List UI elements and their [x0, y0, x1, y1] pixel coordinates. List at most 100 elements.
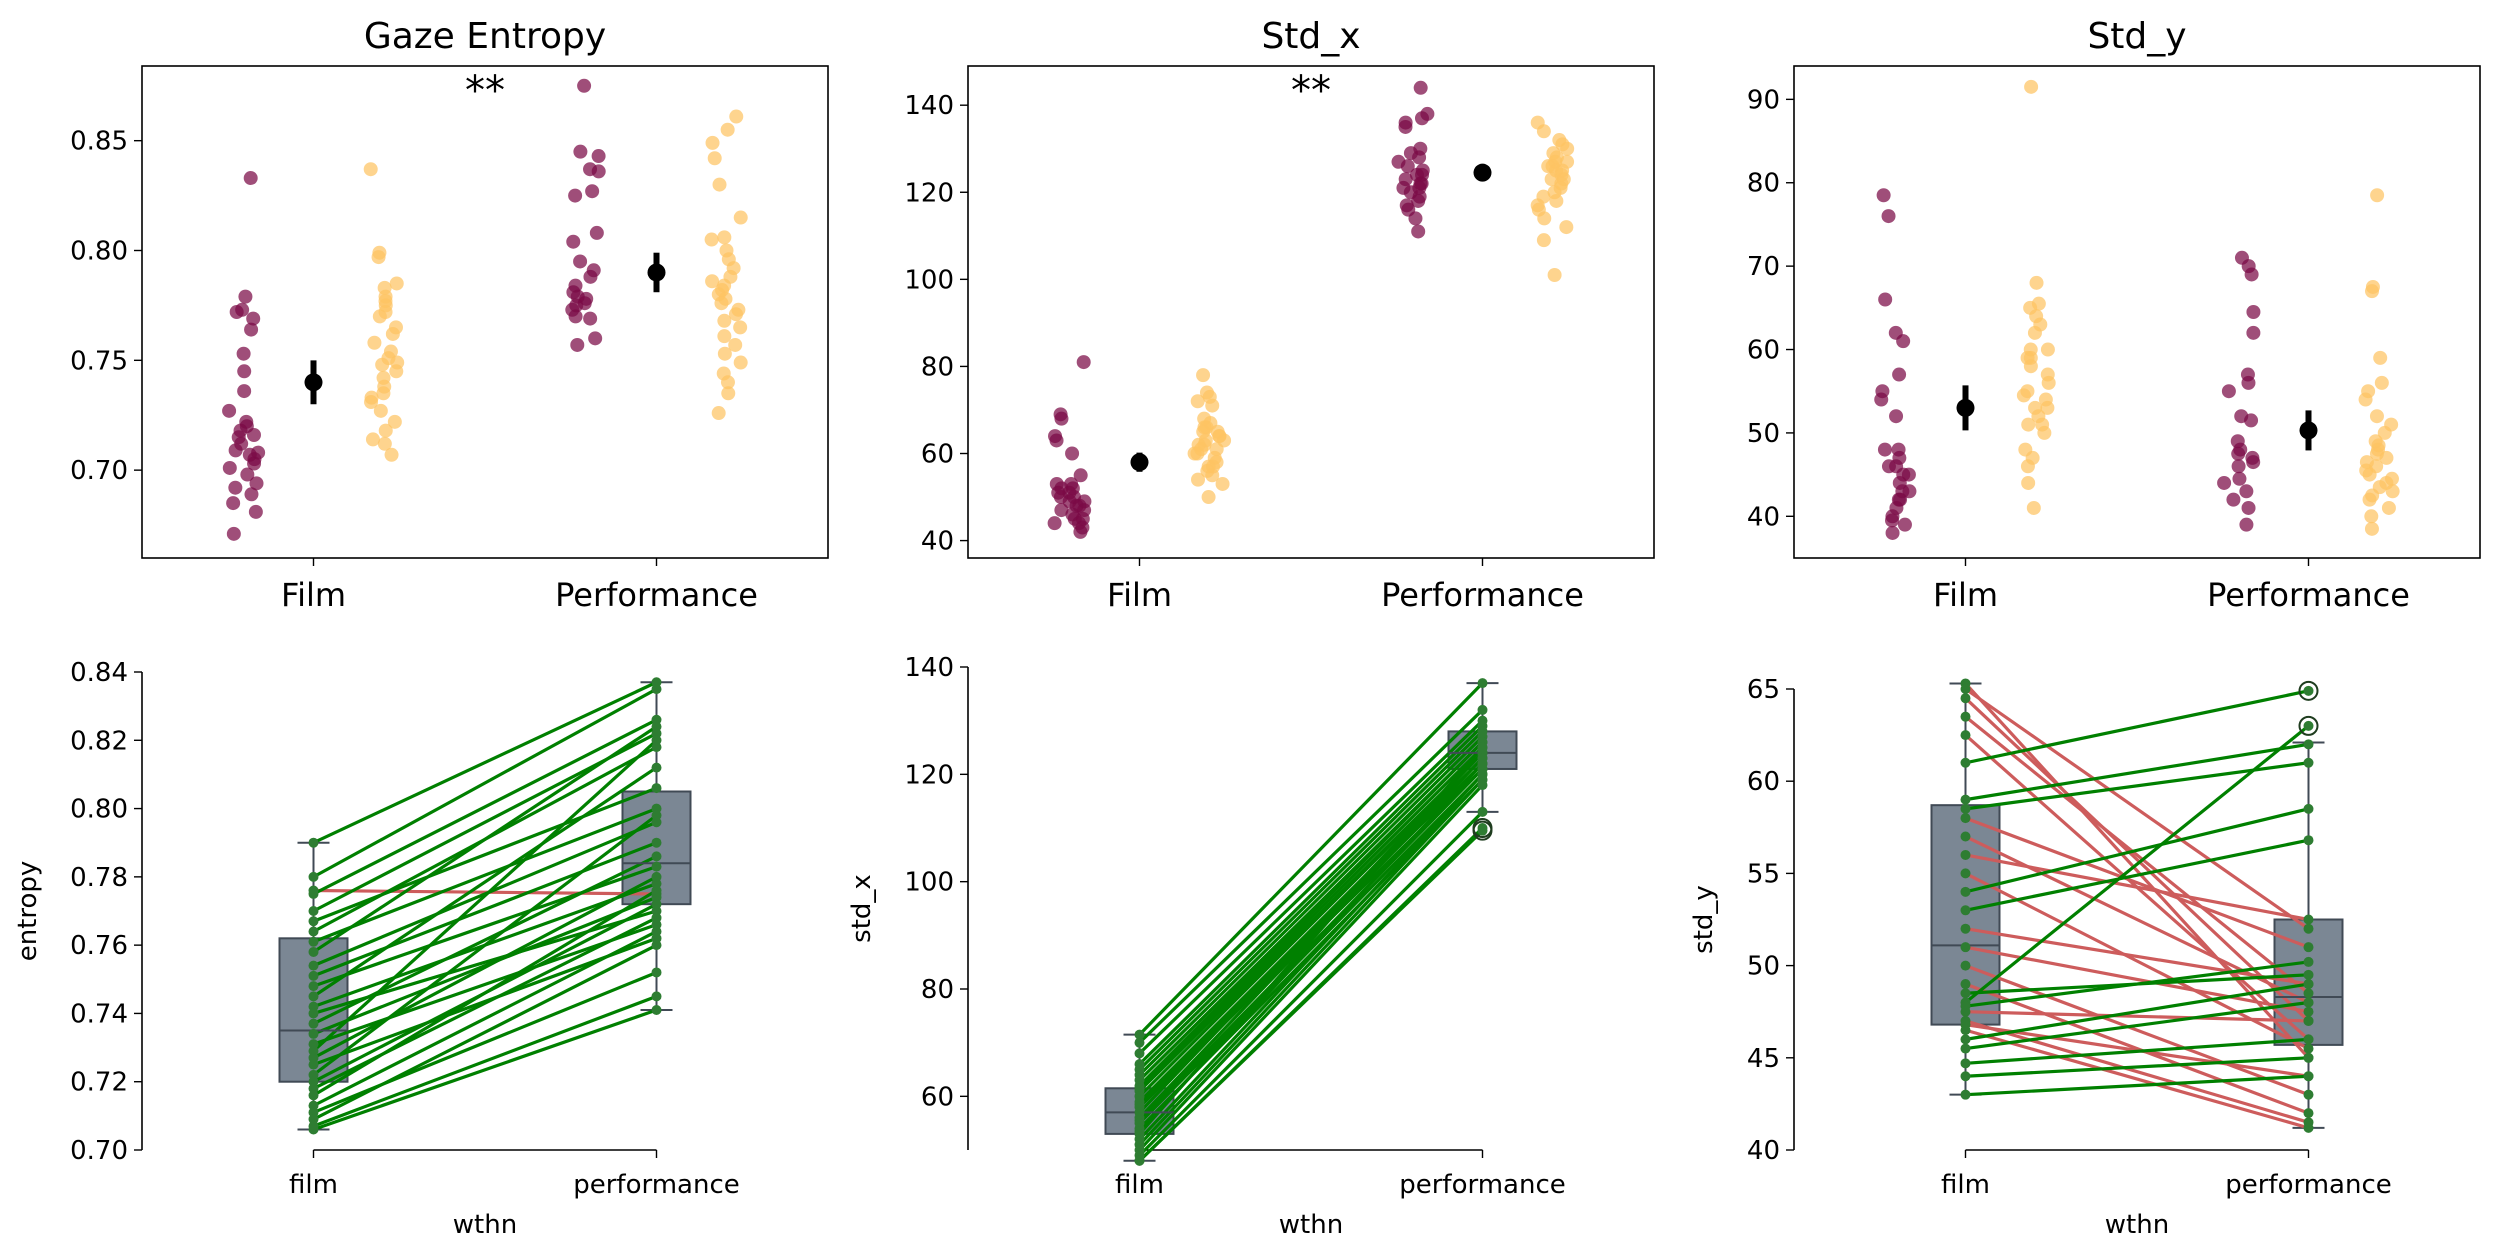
data-point — [1412, 150, 1427, 165]
data-point — [2369, 409, 2384, 424]
data-point — [1414, 111, 1429, 126]
outlier-marker — [2298, 715, 2319, 736]
paired-point — [1134, 1048, 1145, 1059]
data-point — [246, 428, 261, 442]
paired-point — [2303, 685, 2314, 696]
paired-line-decrease — [1964, 964, 2310, 1097]
data-point — [1054, 503, 1069, 518]
paired-point — [1960, 813, 1971, 824]
data-point — [240, 467, 255, 482]
data-point — [367, 335, 382, 350]
paired-point — [2303, 1071, 2314, 1082]
data-point — [1196, 368, 1211, 383]
plot-frame — [141, 65, 829, 559]
data-point — [228, 480, 243, 495]
data-point — [2358, 392, 2373, 407]
x-axis-label: wthn — [453, 1210, 517, 1240]
y-tick-label: 0.76 — [70, 931, 128, 961]
data-point — [2241, 375, 2256, 390]
paired-point — [1960, 942, 1971, 953]
data-point — [712, 177, 727, 192]
data-point — [1047, 516, 1062, 531]
paired-point — [1960, 1043, 1971, 1054]
paired-point — [651, 762, 662, 773]
data-point — [720, 122, 735, 137]
paired-point — [1960, 803, 1971, 814]
paired-point — [651, 912, 662, 923]
paired-point — [2303, 1089, 2314, 1100]
paired-point — [1960, 684, 1971, 694]
data-point — [705, 274, 720, 289]
data-point — [1411, 224, 1426, 239]
data-point — [244, 487, 259, 502]
paired-point — [308, 916, 319, 927]
paired-line-increase — [1138, 708, 1484, 1044]
data-point — [1398, 119, 1413, 134]
paired-line-increase — [1965, 982, 2309, 1041]
data-point — [1187, 446, 1202, 461]
paired-line-increase — [312, 875, 658, 1060]
data-point — [2024, 79, 2039, 94]
paired-point — [1477, 825, 1488, 836]
paired-point — [1960, 868, 1971, 879]
paired-point — [1477, 704, 1488, 715]
paired-point — [1960, 831, 1971, 842]
paired-point — [2303, 997, 2314, 1008]
data-point — [2362, 492, 2377, 507]
paired-point — [308, 888, 319, 899]
data-point — [1549, 193, 1564, 208]
paired-line-decrease — [1964, 682, 2310, 1059]
data-point — [1897, 517, 1912, 532]
paired-line-increase — [312, 718, 658, 896]
paired-line-increase — [1138, 681, 1484, 1036]
paired-line-decrease — [1964, 697, 2310, 1023]
data-point — [1065, 446, 1080, 461]
x-tick-label: Film — [281, 576, 346, 614]
paired-point — [1477, 806, 1488, 817]
paired-point — [651, 967, 662, 978]
data-point — [1408, 211, 1423, 226]
chart-title: Gaze Entropy — [364, 16, 606, 57]
data-point — [583, 269, 598, 284]
paired-line-increase — [312, 865, 658, 988]
mean-marker — [1473, 163, 1492, 182]
y-tick-label: 0.84 — [70, 658, 128, 688]
y-tick-label: 60 — [921, 1082, 954, 1112]
y-tick-label: 50 — [1747, 419, 1780, 449]
data-point — [717, 230, 732, 245]
y-tick-label: 60 — [1747, 767, 1780, 797]
data-point — [1205, 468, 1220, 483]
plot-frame — [967, 65, 1655, 559]
paired-point — [1960, 979, 1971, 990]
mean-marker — [1130, 453, 1149, 472]
paired-line-increase — [1965, 1056, 2309, 1078]
paired-point — [308, 991, 319, 1002]
paired-line-increase — [312, 680, 658, 845]
y-tick-label: 70 — [1747, 252, 1780, 282]
paired-point — [1134, 1155, 1145, 1166]
paired-point — [308, 1028, 319, 1039]
paired-point — [308, 981, 319, 992]
y-tick-label: 45 — [1747, 1044, 1780, 1074]
chart-title: Std_y — [2087, 16, 2186, 57]
data-point — [1896, 334, 1911, 349]
paired-point — [1960, 849, 1971, 860]
data-point — [717, 346, 732, 361]
data-point — [2364, 509, 2379, 524]
data-point — [585, 184, 600, 199]
data-point — [566, 234, 581, 249]
data-point — [2385, 484, 2400, 499]
paired-line-increase — [1138, 730, 1484, 1071]
paired-point — [651, 926, 662, 937]
paired-line-increase — [1965, 807, 2309, 894]
data-point — [2021, 417, 2036, 432]
data-point — [1874, 392, 1889, 407]
y-tick-label: 40 — [1747, 502, 1780, 532]
paired-line-increase — [1138, 746, 1484, 1090]
x-tick-label: film — [1941, 1170, 1990, 1200]
data-point — [714, 296, 729, 311]
data-point — [2021, 475, 2036, 490]
data-point — [389, 276, 404, 291]
paired-point — [308, 1059, 319, 1070]
x-tick-label: Film — [1107, 576, 1172, 614]
